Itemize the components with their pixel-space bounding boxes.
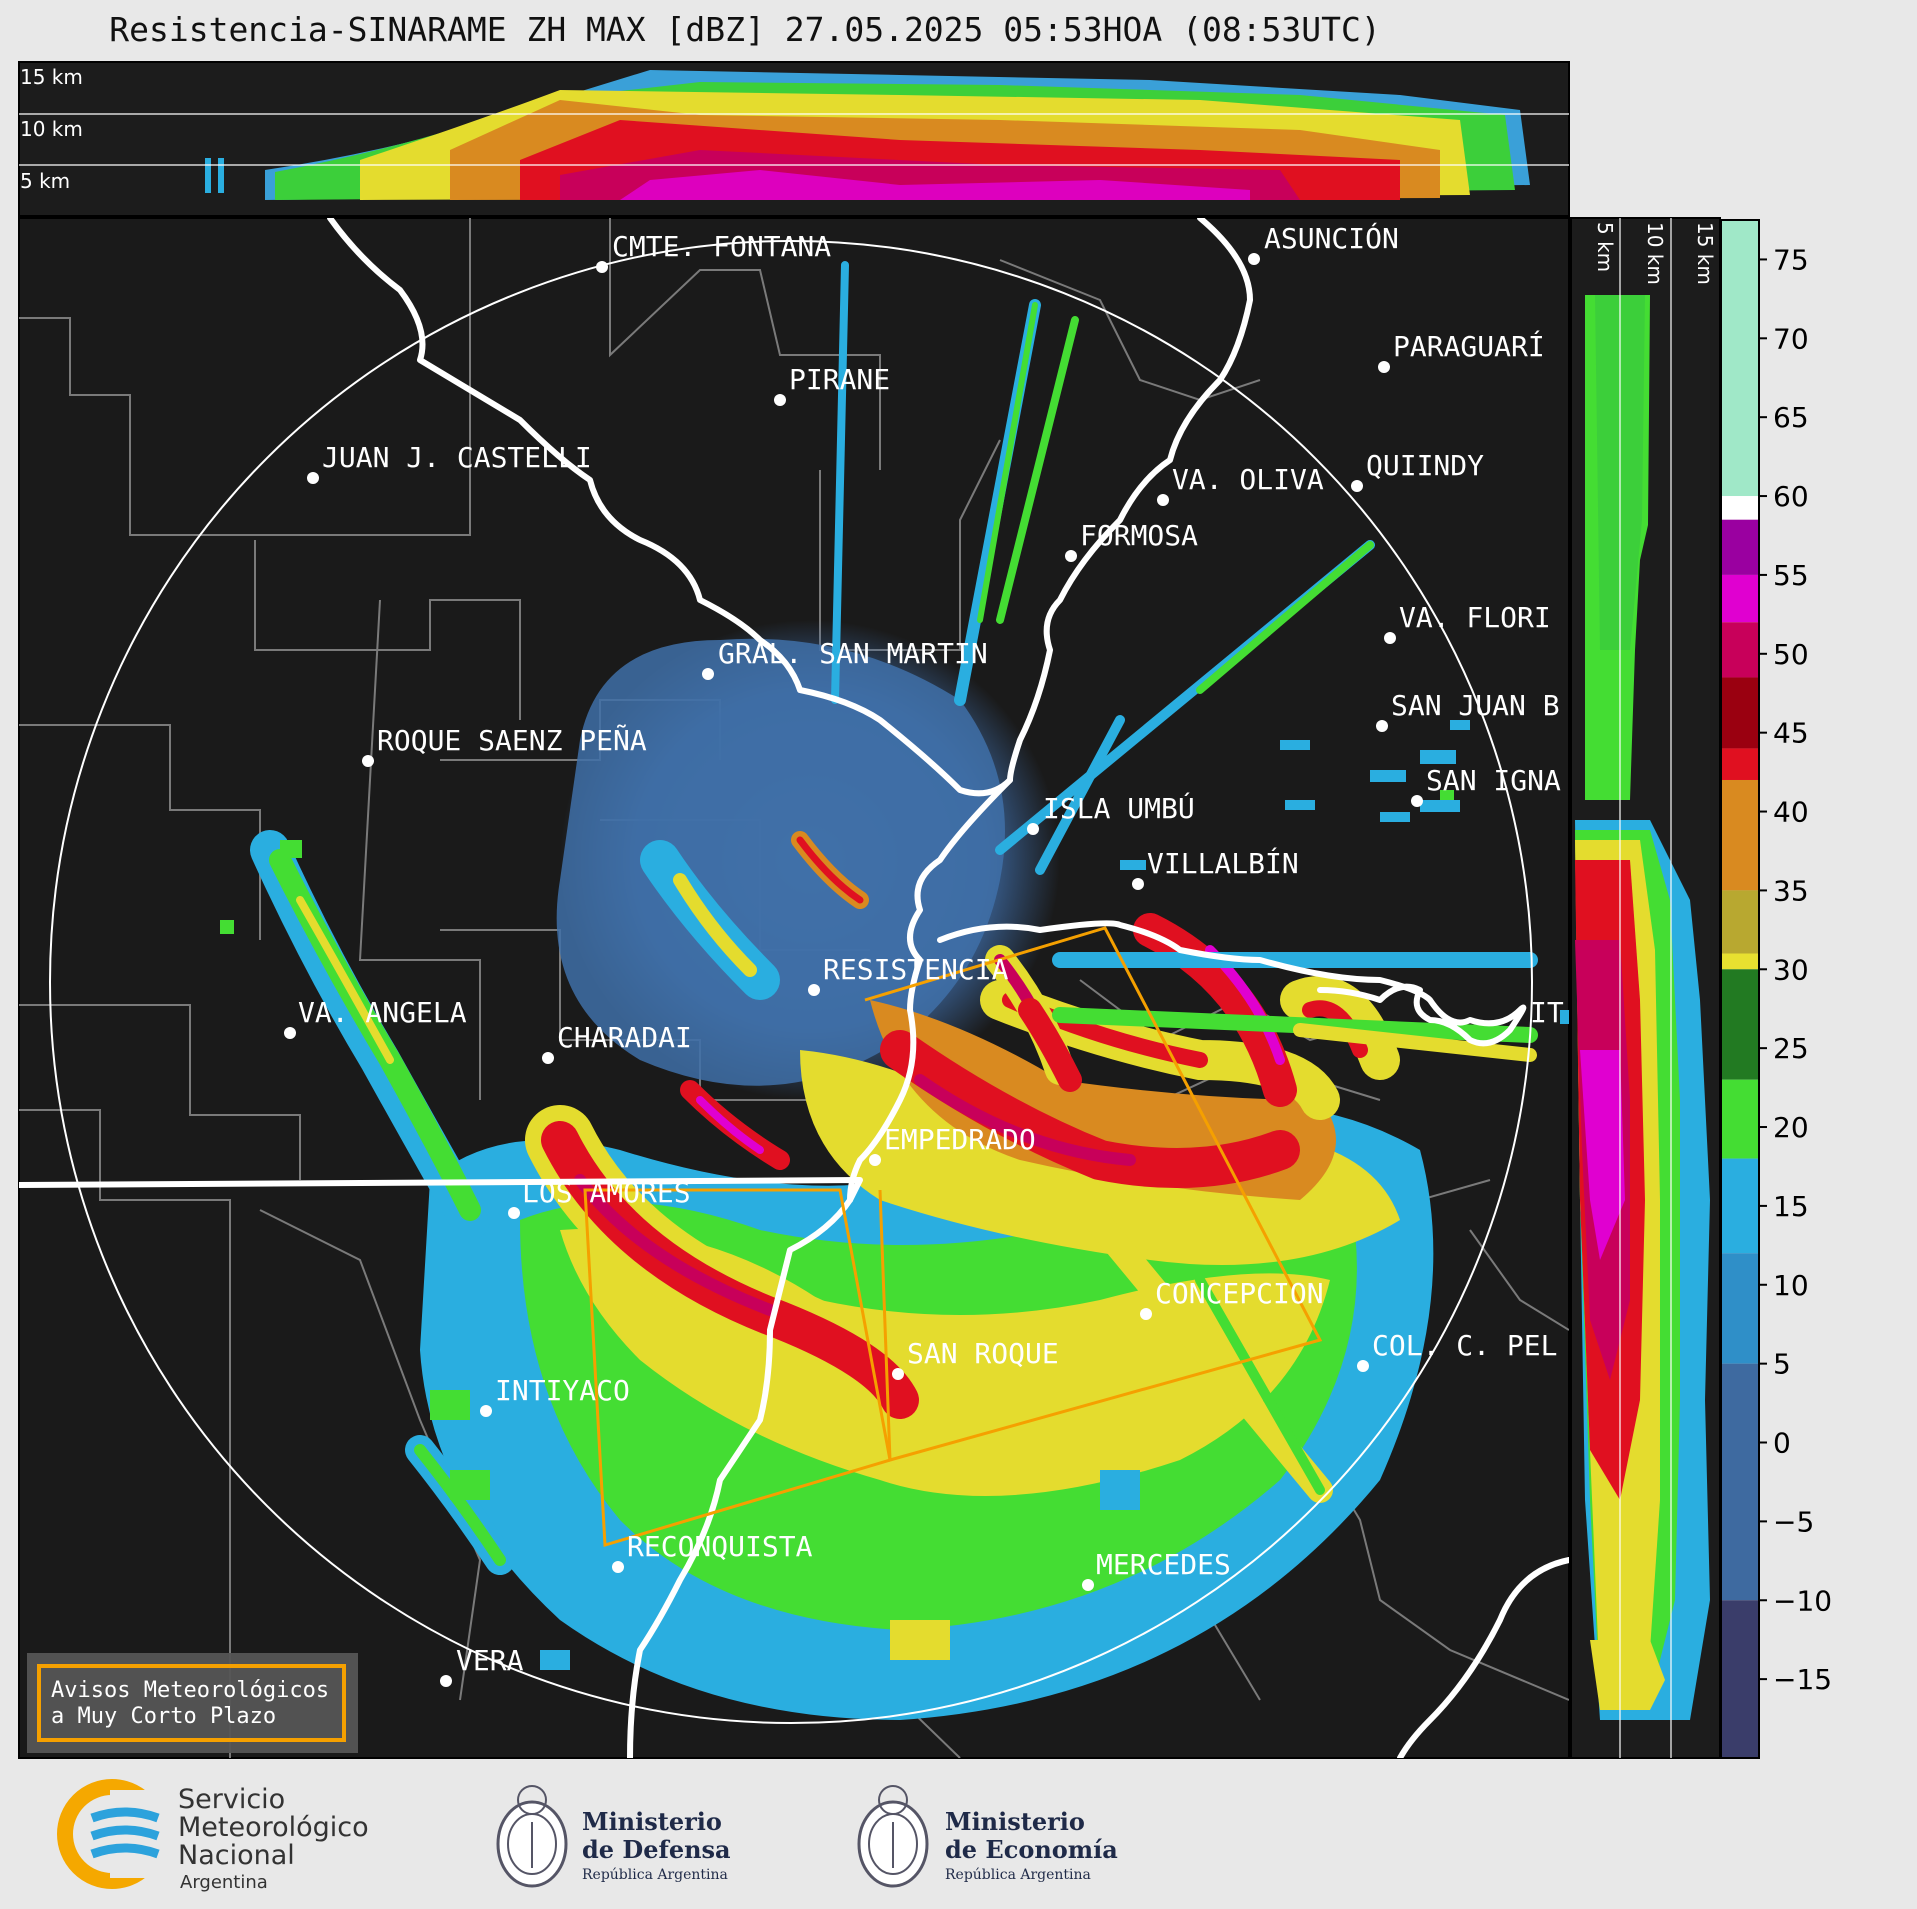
colorbar-band-2 — [1721, 519, 1759, 575]
city-label-formosa: FORMOSA — [1080, 519, 1198, 552]
colorbar-band-5 — [1721, 677, 1759, 749]
radial-spokes — [831, 261, 1538, 1503]
colorbar-band-0 — [1721, 220, 1759, 497]
city-label-roque-saenz-pena: ROQUE SAENZ PEÑA — [377, 723, 647, 757]
colorbar-tick-label: 50 — [1773, 638, 1809, 671]
colorbar-band-7 — [1721, 779, 1759, 891]
colorbar-tick-label: 25 — [1773, 1032, 1809, 1065]
colorbar-band-8 — [1721, 890, 1759, 954]
city-label-pirane: PIRANE — [789, 363, 890, 396]
city-label-quiindy: QUIINDY — [1366, 449, 1484, 482]
city-label-va-oliva: VA. OLIVA — [1172, 463, 1324, 496]
colorbar-tick-label: −15 — [1773, 1663, 1832, 1696]
economia-line1: Ministerio — [945, 1807, 1085, 1836]
city-label-asuncion: ASUNCIÓN — [1264, 221, 1399, 255]
smn-line2: Meteorológico — [178, 1812, 369, 1843]
warning-polygons — [583, 926, 1323, 1547]
colorbar-tick-label: −10 — [1773, 1584, 1832, 1617]
colorbar-tick-label: 0 — [1773, 1427, 1791, 1460]
city-label-san-roque: SAN ROQUE — [907, 1337, 1059, 1370]
colorbar-band-1 — [1721, 496, 1759, 520]
colorbar-band-13 — [1721, 1253, 1759, 1364]
colorbar-tick-label: 65 — [1773, 401, 1809, 434]
smn-logo — [57, 1779, 170, 1889]
range-ring — [49, 240, 1533, 1724]
top-height-label-10: 10 km — [20, 117, 83, 141]
city-label-concepcion: CONCEPCION — [1155, 1277, 1324, 1310]
colorbar-tick-label: 40 — [1773, 796, 1809, 829]
colorbar-band-12 — [1721, 1158, 1759, 1254]
defensa-seal-icon — [496, 1785, 568, 1888]
city-label-charadai: CHARADAI — [557, 1021, 692, 1054]
city-label-intiyaco: INTIYACO — [495, 1374, 630, 1407]
colorbar-band-6 — [1721, 748, 1759, 780]
city-label-mercedes: MERCEDES — [1096, 1548, 1231, 1581]
warning-legend-line2: a Muy Corto Plazo — [51, 1704, 276, 1729]
side-height-label-15: 15 km — [1693, 222, 1717, 285]
scattered-cells — [220, 720, 1569, 1680]
colorbar-band-15 — [1721, 1600, 1759, 1758]
city-label-juan-j-castelli: JUAN J. CASTELLI — [322, 441, 592, 474]
warning-legend-line1: Avisos Meteorológicos — [51, 1678, 329, 1703]
city-label-san-igna: SAN IGNA — [1426, 764, 1561, 797]
colorbar-band-14 — [1721, 1363, 1759, 1601]
city-label-isla-umbu: ISLA UMBÚ — [1043, 791, 1195, 825]
smn-line4: Argentina — [180, 1872, 268, 1893]
colorbar-tick-label: 75 — [1773, 243, 1809, 276]
colorbar-tick-label: 45 — [1773, 717, 1809, 750]
colorbar-tick-label: 60 — [1773, 480, 1809, 513]
colorbar-tick-label: −5 — [1773, 1505, 1814, 1538]
city-label-va-angela: VA. ANGELA — [298, 996, 467, 1029]
city-label-va-flori: VA. FLORI — [1399, 601, 1551, 634]
side-height-panel — [1570, 217, 1721, 1759]
colorbar-tick-label: 10 — [1773, 1269, 1809, 1302]
colorbar-tick-label: 55 — [1773, 559, 1809, 592]
colorbar-band-10 — [1721, 969, 1759, 1080]
colorbar-band-3 — [1721, 574, 1759, 623]
side-height-label-10: 10 km — [1643, 222, 1667, 285]
city-label-reconquista: RECONQUISTA — [627, 1530, 813, 1563]
economia-line3: República Argentina — [945, 1867, 1091, 1883]
colorbar-tick-label: 15 — [1773, 1190, 1809, 1223]
economia-line2: de Economía — [945, 1835, 1118, 1864]
city-label-san-juan-b: SAN JUAN B — [1391, 689, 1560, 722]
defensa-line1: Ministerio — [582, 1807, 722, 1836]
colorbar-tick-label: 20 — [1773, 1111, 1809, 1144]
economia-seal-icon — [857, 1785, 929, 1888]
map-title: Resistencia-SINARAME ZH MAX [dBZ] 27.05.… — [109, 10, 1381, 49]
colorbar-tick-label: 30 — [1773, 953, 1809, 986]
city-label-empedrado: EMPEDRADO — [884, 1123, 1036, 1156]
city-label-gral-san-martin: GRAL. SAN MARTIN — [718, 637, 988, 670]
top-height-panel — [18, 61, 1570, 217]
defensa-line3: República Argentina — [582, 1867, 728, 1883]
smn-line3: Nacional — [178, 1840, 295, 1871]
precipitation-band-west — [250, 830, 790, 1575]
international-borders — [19, 218, 1569, 1758]
smn-line1: Servicio — [178, 1784, 285, 1815]
warning-legend — [27, 1653, 358, 1753]
colorbar-band-11 — [1721, 1079, 1759, 1159]
colorbar — [1721, 220, 1759, 1758]
city-label-villalbin: VILLALBÍN — [1147, 846, 1299, 880]
colorbar-tick-label: 70 — [1773, 322, 1809, 355]
radar-map — [18, 217, 1570, 1759]
city-label-cmte-fontana: CMTE. FONTANA — [612, 230, 831, 263]
footer-logos: Servicio Meteorológico Nacional Argentin… — [57, 1779, 1118, 1893]
colorbar-band-9 — [1721, 953, 1759, 970]
top-height-label-15: 15 km — [20, 65, 83, 89]
colorbar-tick-label: 5 — [1773, 1348, 1791, 1381]
city-label-col-c-pel: COL. C. PEL — [1372, 1329, 1557, 1362]
colorbar-tick-label: 35 — [1773, 874, 1809, 907]
city-label-it: IT — [1530, 996, 1564, 1029]
city-label-paraguari: PARAGUARÍ — [1393, 329, 1545, 363]
colorbar-band-4 — [1721, 622, 1759, 678]
defensa-line2: de Defensa — [582, 1835, 731, 1864]
city-label-los-amores: LOS AMORES — [522, 1176, 691, 1209]
city-label-resistencia: RESISTENCIA — [823, 953, 1009, 986]
side-height-label-5: 5 km — [1593, 222, 1617, 272]
top-height-label-5: 5 km — [20, 169, 70, 193]
city-label-vera: VERA — [456, 1644, 524, 1677]
city-markers — [284, 253, 1423, 1687]
